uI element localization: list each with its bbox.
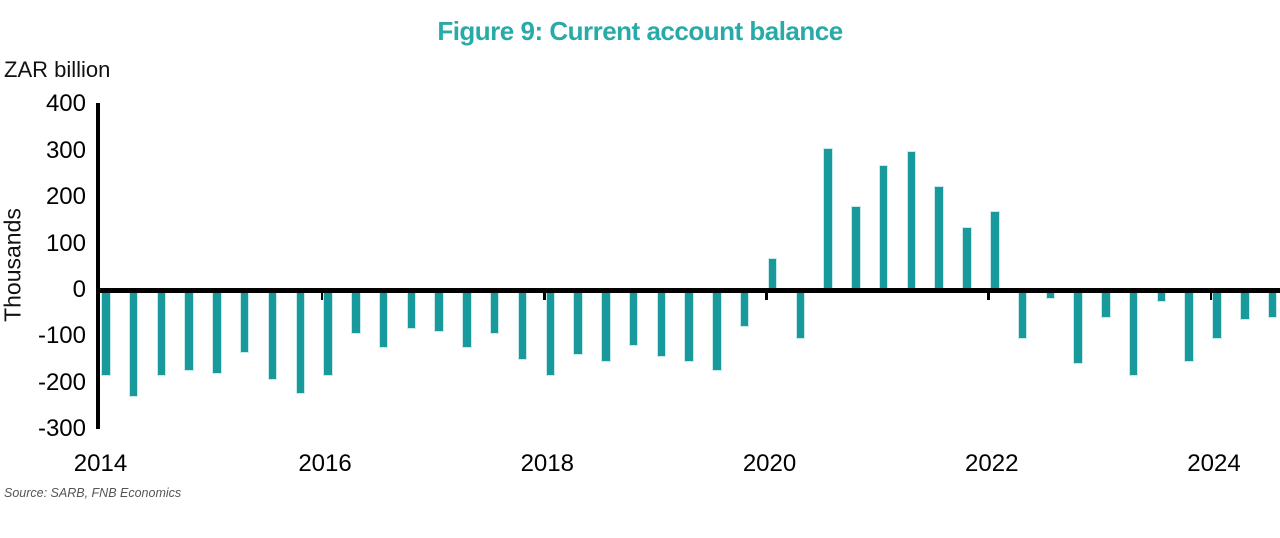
bar-2019-q4 [739, 290, 750, 328]
y-tick-label: 0 [72, 276, 86, 303]
bar-2023-q1 [1101, 290, 1111, 318]
bar-2018-q3 [601, 290, 611, 362]
bar-2021-q2 [906, 150, 917, 290]
bar-2020-q4 [851, 206, 861, 290]
bar-2017-q2 [462, 290, 472, 348]
x-tick-mark [542, 291, 546, 300]
bar-2022-q2 [1017, 290, 1028, 339]
bar-2021-q3 [934, 185, 944, 290]
bar-2022-q1 [990, 211, 1000, 290]
bar-2017-q3 [489, 290, 500, 335]
bar-2017-q4 [517, 290, 528, 360]
bar-2023-q2 [1128, 290, 1139, 376]
y-tick-label: -300 [37, 415, 86, 443]
bar-2020-q3 [823, 148, 833, 290]
bar-2019-q1 [656, 290, 667, 358]
bar-2015-q3 [267, 290, 278, 381]
bar-2024-q3 [1267, 290, 1278, 318]
y-tick-label: 300 [45, 136, 86, 164]
x-tick-label: 2016 [298, 450, 352, 477]
x-tick-label: 2022 [965, 450, 1019, 477]
bar-2019-q2 [684, 290, 694, 362]
bar-2014-q1 [101, 290, 111, 376]
bar-2014-q3 [156, 290, 167, 376]
bar-2018-q4 [628, 290, 639, 346]
y-tick-label: 400 [45, 90, 86, 118]
bar-2015-q4 [295, 290, 305, 395]
bar-2016-q1 [323, 290, 333, 376]
y-axis-title: Thousands [0, 208, 26, 322]
bar-2019-q3 [712, 290, 722, 372]
bar-2020-q2 [795, 290, 806, 339]
bar-2016-q4 [406, 290, 417, 330]
bar-2014-q4 [184, 290, 194, 372]
bar-2021-q4 [962, 227, 972, 290]
bar-2021-q1 [878, 164, 889, 290]
bar-2015-q1 [212, 290, 222, 374]
x-tick-mark [765, 291, 769, 300]
x-tick-label: 2014 [73, 450, 128, 477]
bar-2014-q2 [128, 290, 139, 397]
source-note: Source: SARB, FNB Economics [4, 486, 182, 500]
y-tick-label: -200 [37, 368, 86, 396]
y-tick-label: 100 [45, 229, 86, 257]
y-axis-unit-label: ZAR billion [4, 57, 111, 82]
bar-2018-q2 [573, 290, 583, 355]
chart-title: Figure 9: Current account balance [437, 16, 843, 46]
bar-2024-q1 [1212, 290, 1222, 339]
bar-2024-q2 [1240, 290, 1250, 321]
y-tick-label: 200 [45, 183, 86, 211]
x-tick-mark [320, 291, 324, 300]
bar-2023-q4 [1184, 290, 1194, 362]
zero-axis-line [95, 287, 1280, 293]
x-tick-label: 2024 [1187, 450, 1241, 477]
bar-2015-q2 [239, 290, 250, 353]
x-tick-mark [987, 291, 991, 300]
bar-2020-q1 [767, 257, 778, 290]
bar-2016-q3 [378, 290, 389, 348]
x-tick-label: 2020 [742, 450, 797, 477]
x-tick-label: 2018 [520, 450, 574, 477]
y-axis-line [95, 103, 100, 429]
x-tick-mark [1209, 291, 1213, 300]
bar-2016-q2 [351, 290, 361, 335]
y-tick-label: -100 [37, 322, 86, 350]
bar-2018-q1 [545, 290, 556, 376]
bar-2022-q4 [1073, 290, 1083, 365]
bar-2017-q1 [434, 290, 444, 332]
